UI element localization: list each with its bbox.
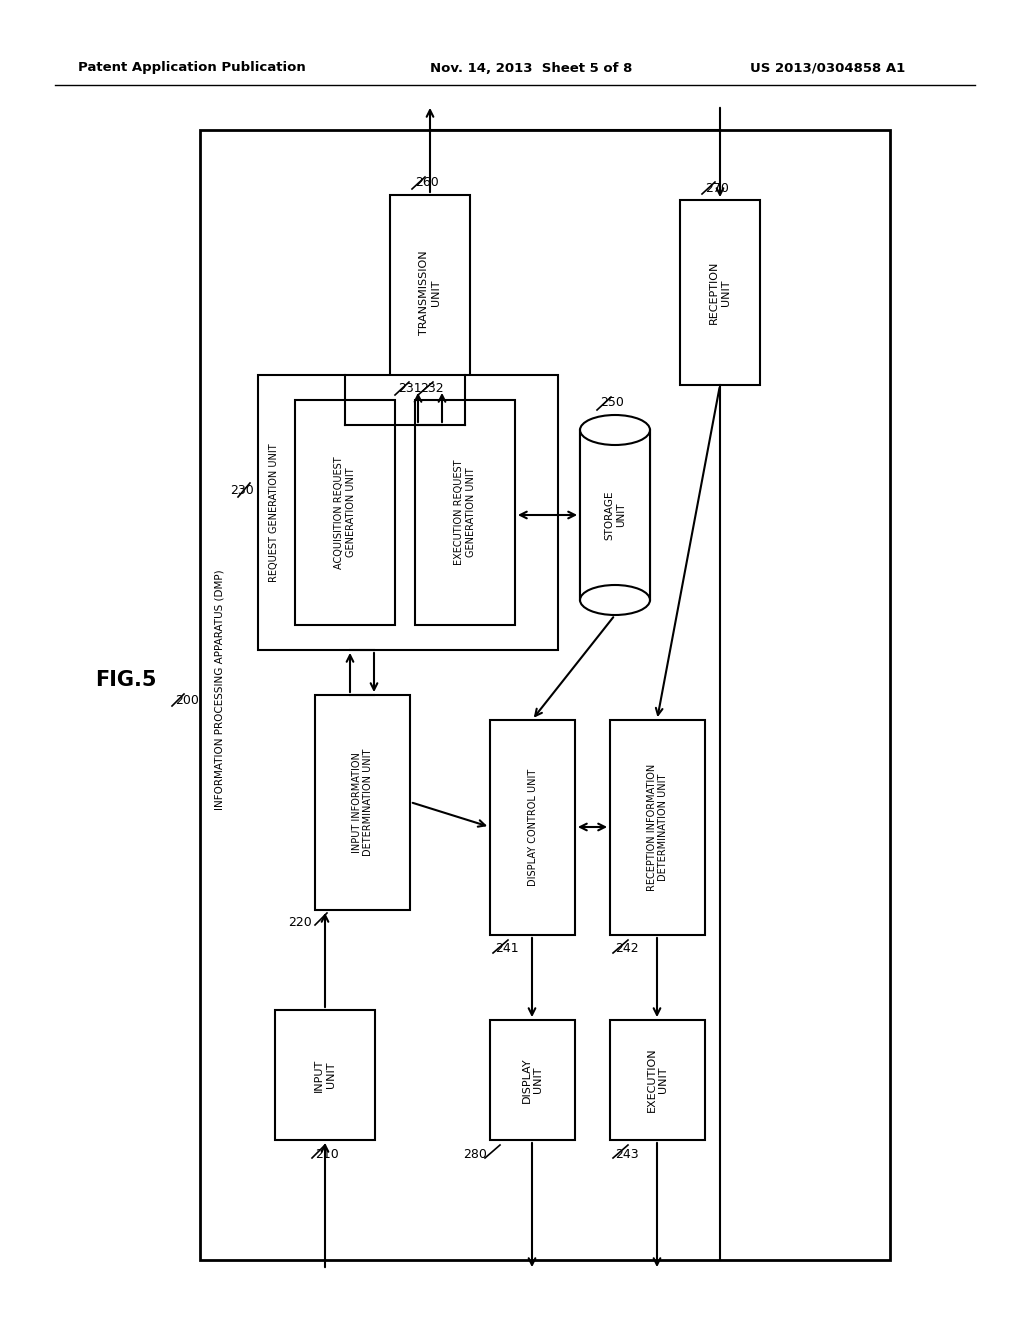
Bar <box>258 375 558 649</box>
Bar <box>200 129 890 1261</box>
Text: 230: 230 <box>230 483 254 496</box>
Bar <box>295 400 395 624</box>
Text: 280: 280 <box>463 1147 487 1160</box>
Text: 210: 210 <box>315 1147 339 1160</box>
Bar <box>490 1020 575 1140</box>
Text: RECEPTION
UNIT: RECEPTION UNIT <box>710 261 731 325</box>
Text: 231: 231 <box>398 381 422 395</box>
Text: RECEPTION INFORMATION
DETERMINATION UNIT: RECEPTION INFORMATION DETERMINATION UNIT <box>647 764 669 891</box>
Text: Nov. 14, 2013  Sheet 5 of 8: Nov. 14, 2013 Sheet 5 of 8 <box>430 62 633 74</box>
Bar <box>315 696 410 909</box>
Bar <box>680 201 760 385</box>
Bar <box>610 1020 705 1140</box>
Ellipse shape <box>580 414 650 445</box>
Text: US 2013/0304858 A1: US 2013/0304858 A1 <box>750 62 905 74</box>
Text: DISPLAY
UNIT: DISPLAY UNIT <box>521 1057 544 1102</box>
Text: FIG.5: FIG.5 <box>95 671 157 690</box>
Ellipse shape <box>580 585 650 615</box>
Text: 232: 232 <box>420 381 443 395</box>
Text: 242: 242 <box>615 942 639 956</box>
Bar <box>580 430 650 601</box>
Text: 250: 250 <box>600 396 624 409</box>
Text: 270: 270 <box>705 181 729 194</box>
Text: Patent Application Publication: Patent Application Publication <box>78 62 306 74</box>
Text: EXECUTION REQUEST
GENERATION UNIT: EXECUTION REQUEST GENERATION UNIT <box>455 459 476 565</box>
Text: STORAGE
UNIT: STORAGE UNIT <box>604 490 626 540</box>
Bar <box>415 400 515 624</box>
Bar <box>390 195 470 389</box>
Text: ACQUISITION REQUEST
GENERATION UNIT: ACQUISITION REQUEST GENERATION UNIT <box>334 457 355 569</box>
Text: 243: 243 <box>615 1147 639 1160</box>
Text: DISPLAY CONTROL UNIT: DISPLAY CONTROL UNIT <box>527 768 538 886</box>
Text: REQUEST GENERATION UNIT: REQUEST GENERATION UNIT <box>269 444 279 582</box>
Text: INPUT
UNIT: INPUT UNIT <box>314 1059 336 1092</box>
Bar <box>275 1010 375 1140</box>
Text: 260: 260 <box>415 177 438 190</box>
Bar <box>610 719 705 935</box>
Text: 200: 200 <box>175 693 199 706</box>
Text: EXECUTION
UNIT: EXECUTION UNIT <box>647 1048 669 1113</box>
Text: INFORMATION PROCESSING APPARATUS (DMP): INFORMATION PROCESSING APPARATUS (DMP) <box>215 570 225 810</box>
Text: 241: 241 <box>495 942 518 956</box>
Text: TRANSMISSION
UNIT: TRANSMISSION UNIT <box>419 251 440 335</box>
Text: INPUT INFORMATION
DETERMINATION UNIT: INPUT INFORMATION DETERMINATION UNIT <box>351 748 374 857</box>
Text: 220: 220 <box>288 916 312 928</box>
Bar <box>490 719 575 935</box>
